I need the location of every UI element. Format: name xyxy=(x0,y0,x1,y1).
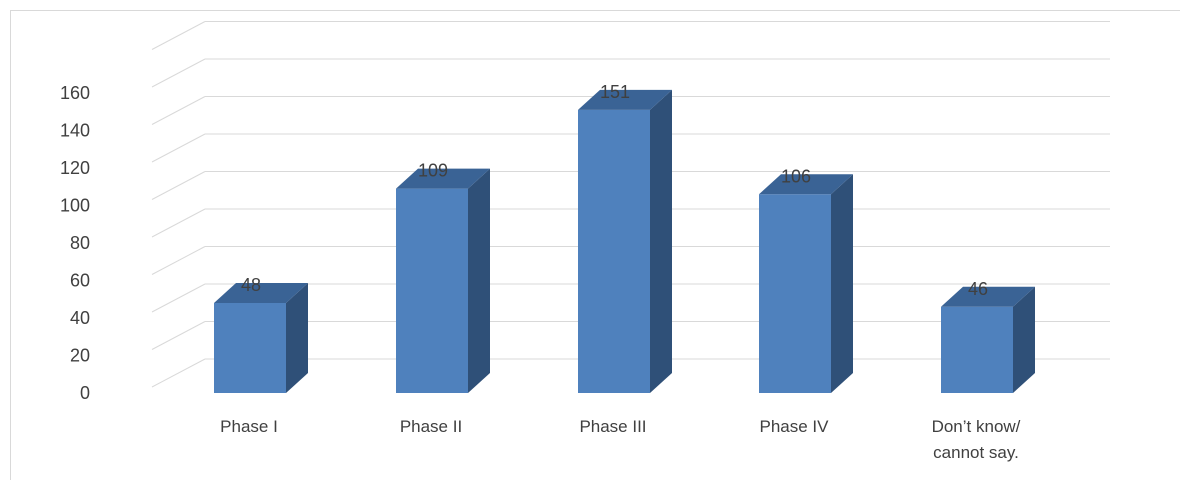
bar-top xyxy=(759,174,853,195)
bar-side xyxy=(286,283,308,393)
y-tick-label: 140 xyxy=(60,121,90,141)
data-label: 106 xyxy=(781,166,811,186)
bar-side xyxy=(650,89,672,393)
gridline-diagonal xyxy=(151,321,206,350)
bar-top xyxy=(941,286,1035,307)
bar-top xyxy=(214,283,308,303)
bar xyxy=(396,188,468,393)
x-category-label: Phase IV xyxy=(760,417,830,436)
gridline-diagonal xyxy=(151,133,206,163)
x-category-label: cannot say. xyxy=(933,443,1019,462)
bar-top xyxy=(396,168,490,189)
y-tick-label: 80 xyxy=(70,233,90,253)
x-category-label: Phase II xyxy=(400,417,462,436)
gridline-diagonal xyxy=(151,58,206,88)
bar xyxy=(578,109,650,393)
x-category-label: Phase I xyxy=(220,417,278,436)
bar xyxy=(214,303,286,393)
gridline-diagonal xyxy=(151,208,206,238)
gridline-diagonal xyxy=(151,21,206,50)
data-label: 151 xyxy=(600,82,630,102)
y-tick-label: 60 xyxy=(70,271,90,291)
gridline-diagonal xyxy=(151,171,206,200)
gridline-diagonal xyxy=(151,246,206,275)
chart-frame xyxy=(10,10,1180,480)
y-tick-label: 20 xyxy=(70,346,90,366)
bar-side xyxy=(468,168,490,393)
gridline-diagonal xyxy=(151,96,206,125)
data-label: 48 xyxy=(241,275,261,295)
y-tick-label: 160 xyxy=(60,83,90,103)
gridline-diagonal xyxy=(151,283,206,313)
y-tick-label: 0 xyxy=(80,383,90,403)
x-category-label: Phase III xyxy=(579,417,646,436)
bar-top xyxy=(578,89,672,110)
x-category-label: Don’t know/ xyxy=(932,417,1021,436)
bar-side xyxy=(1013,286,1035,393)
bar xyxy=(941,306,1013,393)
y-tick-label: 120 xyxy=(60,158,90,178)
y-tick-label: 100 xyxy=(60,196,90,216)
data-label: 109 xyxy=(418,161,448,181)
bar-side xyxy=(831,174,853,393)
gridline-diagonal xyxy=(151,358,206,388)
y-tick-label: 40 xyxy=(70,308,90,328)
bar xyxy=(759,194,831,393)
data-label: 46 xyxy=(968,279,988,299)
